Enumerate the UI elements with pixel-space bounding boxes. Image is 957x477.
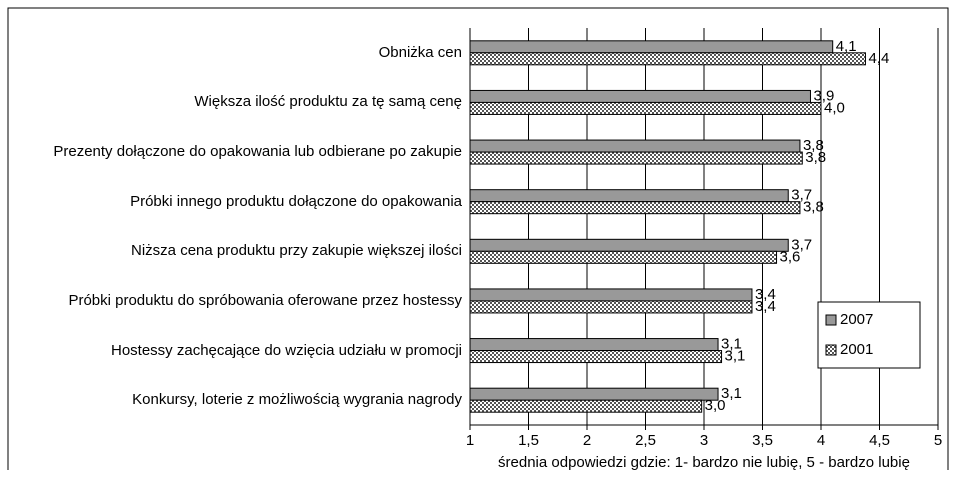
x-tick-label: 2 — [583, 432, 591, 449]
x-tick-label: 2,5 — [635, 432, 656, 449]
bar — [469, 139, 801, 153]
legend-label: 2001 — [840, 341, 873, 358]
x-tick-label: 1 — [466, 432, 474, 449]
x-tick-label: 3 — [700, 432, 708, 449]
x-tick-label: 3,5 — [752, 432, 773, 449]
category-label: Próbki innego produktu dołączone do opak… — [130, 192, 462, 210]
bar — [469, 52, 866, 66]
value-label: 3,1 — [725, 348, 746, 365]
x-tick-label: 1,5 — [518, 432, 539, 449]
bar — [469, 300, 753, 314]
x-tick-label: 4 — [817, 432, 825, 449]
category-label: Prezenty dołączone do opakowania lub odb… — [53, 143, 462, 161]
category-label: Hostessy zachęcające do wzięcia udziału … — [111, 341, 462, 359]
legend-label: 2007 — [840, 311, 873, 328]
bar — [469, 201, 801, 215]
legend-box — [817, 301, 921, 369]
value-label: 3,6 — [780, 248, 801, 265]
bar — [469, 101, 822, 115]
bar — [469, 151, 803, 165]
bar — [469, 189, 789, 203]
legend-swatch — [825, 344, 837, 356]
bar — [469, 40, 834, 54]
bar — [469, 288, 753, 302]
value-label: 3,9 — [813, 87, 834, 104]
category-label: Próbki produktu do spróbowania oferowane… — [68, 291, 462, 309]
bar — [469, 399, 703, 413]
category-label: Większa ilość produktu za tę samą cenę — [194, 93, 462, 111]
value-label: 3,8 — [805, 149, 826, 166]
x-tick-label: 4,5 — [869, 432, 890, 449]
bar — [469, 89, 811, 103]
value-label: 4,4 — [868, 50, 889, 67]
value-label: 3,1 — [721, 385, 742, 402]
bar — [469, 387, 719, 401]
value-label: 3,0 — [705, 397, 726, 414]
value-label: 4,1 — [836, 38, 857, 55]
value-label: 3,7 — [791, 187, 812, 204]
bar — [469, 338, 719, 352]
value-label: 4,0 — [824, 99, 845, 116]
frame — [7, 7, 949, 470]
category-label: Niższa cena produktu przy zakupie większ… — [131, 242, 462, 260]
value-label: 3,8 — [803, 137, 824, 154]
bar — [469, 250, 778, 264]
legend-swatch — [825, 314, 837, 326]
x-axis-title: średnia odpowiedzi gdzie: 1- bardzo nie … — [498, 454, 910, 471]
value-label: 3,4 — [755, 286, 776, 303]
category-label: Obniżka cen — [378, 43, 462, 61]
value-label: 3,8 — [803, 199, 824, 216]
value-label: 3,4 — [755, 298, 776, 315]
value-label: 3,1 — [721, 336, 742, 353]
bar — [469, 350, 723, 364]
value-label: 3,7 — [791, 236, 812, 253]
bar — [469, 238, 789, 252]
x-tick-label: 5 — [934, 432, 942, 449]
category-label: Konkursy, loterie z możliwością wygrania… — [132, 391, 462, 409]
